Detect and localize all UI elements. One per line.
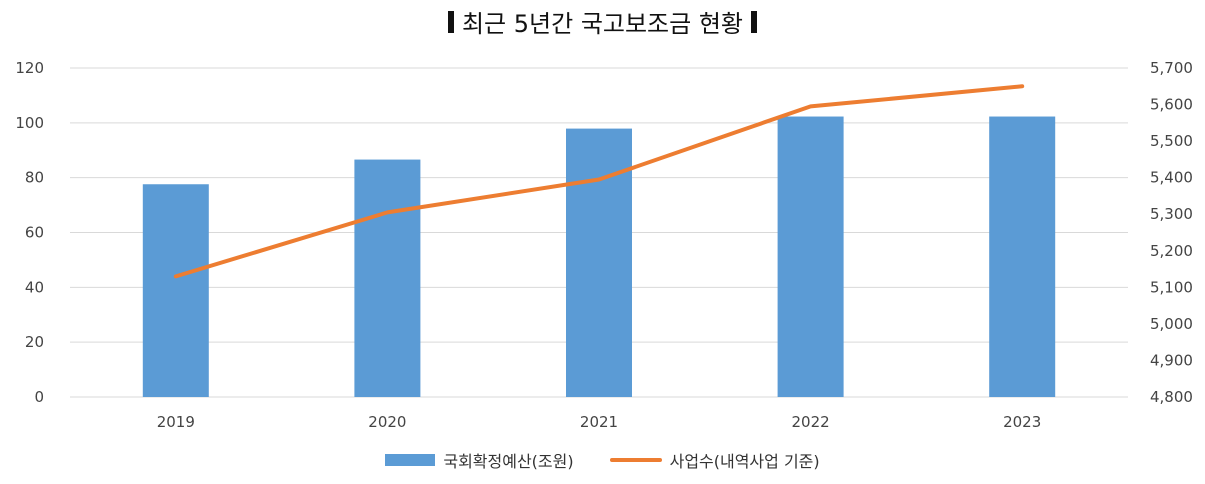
bar	[989, 116, 1056, 397]
bar	[777, 116, 844, 397]
right-tick-label: 5,700	[1150, 59, 1193, 77]
legend: 국회확정예산(조원) 사업수(내역사업 기준)	[0, 448, 1205, 472]
x-tick-label: 2023	[1003, 413, 1041, 431]
left-tick-label: 100	[15, 114, 44, 132]
right-axis-ticks: 4,800 4,900 5,000 5,100 5,200 5,300 5,400 5,500…	[1150, 59, 1193, 406]
right-tick-label: 5,500	[1150, 132, 1193, 150]
left-tick-label: 20	[25, 333, 44, 351]
x-axis-ticks: 2019 2020 2021 2022 2023	[157, 413, 1042, 431]
title-right-mark	[751, 10, 758, 33]
chart-title: 최근 5년간 국고보조금 현황	[0, 4, 1205, 39]
left-tick-label: 60	[25, 224, 44, 242]
left-axis-ticks: 0 20 40 60 80 100 120	[15, 59, 44, 406]
right-tick-label: 5,100	[1150, 278, 1193, 296]
left-tick-label: 80	[25, 169, 44, 187]
legend-item-bar: 국회확정예산(조원)	[385, 448, 574, 472]
right-tick-label: 5,600	[1150, 96, 1193, 114]
right-tick-label: 5,200	[1150, 242, 1193, 260]
left-tick-label: 40	[25, 278, 44, 296]
title-left-mark	[447, 10, 454, 33]
left-tick-label: 0	[34, 388, 44, 406]
left-tick-label: 120	[15, 59, 44, 77]
right-tick-label: 5,400	[1150, 169, 1193, 187]
bar	[354, 159, 421, 397]
legend-item-line: 사업수(내역사업 기준)	[609, 448, 820, 472]
x-tick-label: 2020	[368, 413, 406, 431]
right-tick-label: 5,000	[1150, 315, 1193, 333]
legend-label-bar: 국회확정예산(조원)	[443, 452, 574, 471]
x-tick-label: 2019	[157, 413, 195, 431]
legend-label-line: 사업수(내역사업 기준)	[669, 452, 820, 471]
legend-swatch-bar	[385, 454, 436, 466]
bar	[566, 128, 632, 398]
legend-swatch-line	[609, 458, 662, 462]
bar	[142, 184, 209, 397]
bar-series	[142, 116, 1056, 398]
right-tick-label: 4,900	[1150, 351, 1193, 369]
x-tick-label: 2021	[580, 413, 618, 431]
line-series	[173, 84, 1025, 279]
right-tick-label: 5,300	[1150, 205, 1193, 223]
x-tick-label: 2022	[792, 413, 830, 431]
right-tick-label: 4,800	[1150, 388, 1193, 406]
chart-title-text: 최근 5년간 국고보조금 현황	[461, 10, 744, 38]
